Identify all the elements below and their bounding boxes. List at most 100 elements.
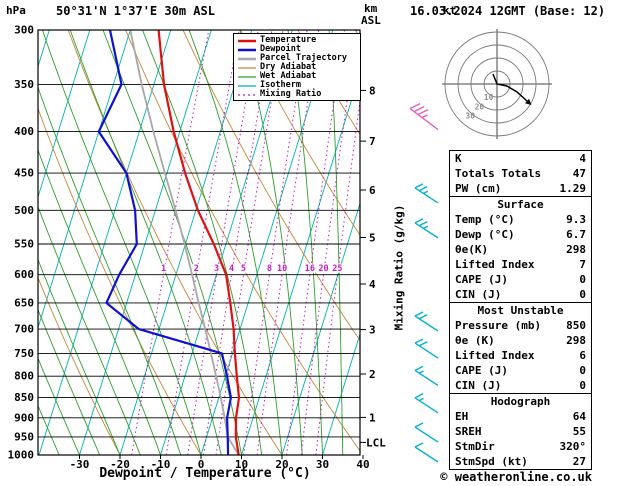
- stats-section-title: Most Unstable: [477, 304, 564, 317]
- svg-text:4: 4: [229, 264, 234, 274]
- svg-text:4: 4: [369, 278, 376, 291]
- svg-text:-20: -20: [110, 458, 130, 471]
- wind-barb: [414, 311, 439, 332]
- mixing-ratio-axis-label: Mixing Ratio (g/kg): [392, 204, 406, 331]
- svg-text:2: 2: [369, 368, 376, 381]
- stat-value: 0: [579, 288, 586, 301]
- svg-text:1000: 1000: [8, 449, 35, 462]
- stat-row: StmSpd (kt) 27: [450, 454, 591, 469]
- svg-text:8: 8: [267, 264, 272, 274]
- stats-section: Surface Temp (°C) 9.3 Dewp (°C) 6.7 θe(K) 298 L…: [449, 196, 592, 303]
- stat-label: EH: [455, 410, 469, 423]
- stat-value: 4: [579, 152, 586, 165]
- hodograph-unit-label: kt: [443, 4, 457, 17]
- legend-entry: Parcel Trajectory: [237, 54, 357, 63]
- svg-text:10: 10: [235, 458, 248, 471]
- stat-row: CAPE (J) 0: [450, 272, 591, 287]
- svg-text:400: 400: [14, 125, 34, 138]
- station-title: 50°31'N 1°37'E 30m ASL: [56, 4, 215, 18]
- legend-entry: Temperature: [237, 36, 357, 45]
- stat-row: Totals Totals 47: [450, 166, 591, 181]
- legend-box: Temperature Dewpoint Parcel Trajectory Dry …: [233, 33, 361, 101]
- stat-label: SREH: [455, 425, 482, 438]
- stat-row: StmDir 320°: [450, 439, 591, 454]
- stat-row: EH 64: [450, 409, 591, 424]
- svg-text:3: 3: [214, 264, 219, 274]
- stat-row: Temp (°C) 9.3: [450, 212, 591, 227]
- stat-label: StmSpd (kt): [455, 455, 528, 468]
- wind-barb: [414, 183, 439, 204]
- dewpoint-line: [97, 30, 232, 455]
- stat-value: 55: [572, 425, 586, 438]
- legend-label: Dry Adiabat: [260, 62, 317, 72]
- stat-label: K: [455, 152, 462, 165]
- svg-text:1: 1: [161, 264, 166, 274]
- plot-frame: [37, 29, 361, 456]
- x-axis-label: Dewpoint / Temperature (°C): [99, 466, 311, 481]
- stats-section-title: Surface: [497, 198, 544, 211]
- svg-text:30: 30: [316, 458, 329, 471]
- pressure-tick-labels: 300 350 400 450 500 550 600 650 700 750 800 850 900 9…: [8, 24, 35, 462]
- legend-entry: Mixing Ratio: [237, 90, 357, 99]
- hodograph-ring-label: 30: [465, 112, 475, 121]
- svg-text:25: 25: [332, 264, 342, 274]
- svg-text:6: 6: [369, 184, 376, 197]
- altitude-axis-unit-km: km: [364, 2, 378, 15]
- stat-label: CAPE (J): [455, 273, 508, 286]
- svg-text:5: 5: [241, 264, 246, 274]
- stat-value: 0: [579, 273, 586, 286]
- legend-entry: Dry Adiabat: [237, 63, 357, 72]
- svg-text:16: 16: [305, 264, 315, 274]
- svg-text:500: 500: [14, 204, 34, 217]
- svg-text:600: 600: [14, 268, 34, 281]
- svg-text:550: 550: [14, 238, 34, 251]
- svg-text:850: 850: [14, 391, 34, 404]
- altitude-axis-unit-asl: ASL: [361, 14, 381, 27]
- legend-line-sample: [238, 39, 256, 43]
- temperature-line: [157, 30, 241, 455]
- svg-text:0: 0: [198, 458, 205, 471]
- hodograph-ring-label: 10: [484, 93, 494, 102]
- stat-label: CIN (J): [455, 379, 502, 392]
- pressure-axis-unit: hPa: [6, 4, 26, 17]
- svg-text:20: 20: [318, 264, 328, 274]
- legend-label: Wet Adiabat: [260, 71, 317, 81]
- legend-entry: Isotherm: [237, 81, 357, 90]
- stat-label: CIN (J): [455, 288, 502, 301]
- stat-value: 6: [579, 349, 586, 362]
- stat-value: 64: [572, 410, 586, 423]
- wind-barb: [414, 218, 439, 239]
- lcl-label: LCL: [366, 436, 386, 449]
- stat-label: Dewp (°C): [455, 228, 515, 241]
- svg-text:950: 950: [14, 430, 34, 443]
- svg-text:1: 1: [369, 411, 376, 424]
- stat-label: Lifted Index: [455, 258, 535, 271]
- legend-line-sample: [238, 76, 256, 78]
- svg-text:350: 350: [14, 78, 34, 91]
- legend-line-sample: [238, 48, 256, 52]
- stat-row: PW (cm) 1.29: [450, 181, 591, 196]
- km-ticks: [360, 89, 366, 443]
- hodograph-trace: [492, 73, 528, 102]
- isotherm-lines: [38, 30, 360, 455]
- stats-section: Most Unstable Pressure (mb) 850 θe (K) 298 Li…: [449, 302, 592, 394]
- stats-section: K 4 Totals Totals 47 PW (cm) 1.29: [449, 150, 592, 197]
- svg-text:7: 7: [369, 135, 376, 148]
- legend-label: Mixing Ratio: [260, 89, 322, 99]
- stat-row: CIN (J) 0: [450, 287, 591, 302]
- svg-text:300: 300: [14, 24, 34, 37]
- legend-label: Parcel Trajectory: [260, 53, 347, 63]
- stat-row: Dewp (°C) 6.7: [450, 227, 591, 242]
- svg-text:10: 10: [277, 264, 287, 274]
- legend-entry: Wet Adiabat: [237, 72, 357, 81]
- svg-text:650: 650: [14, 296, 34, 309]
- stats-section: Hodograph EH 64 SREH 55 StmDir 320° StmSpd (kt)…: [449, 393, 592, 470]
- svg-text:5: 5: [369, 232, 376, 245]
- stat-row: θe (K) 298: [450, 333, 591, 348]
- stat-value: 298: [566, 243, 586, 256]
- wind-barb: [414, 338, 439, 359]
- stat-value: 1.29: [559, 182, 587, 195]
- stat-row: Pressure (mb) 850: [450, 318, 591, 333]
